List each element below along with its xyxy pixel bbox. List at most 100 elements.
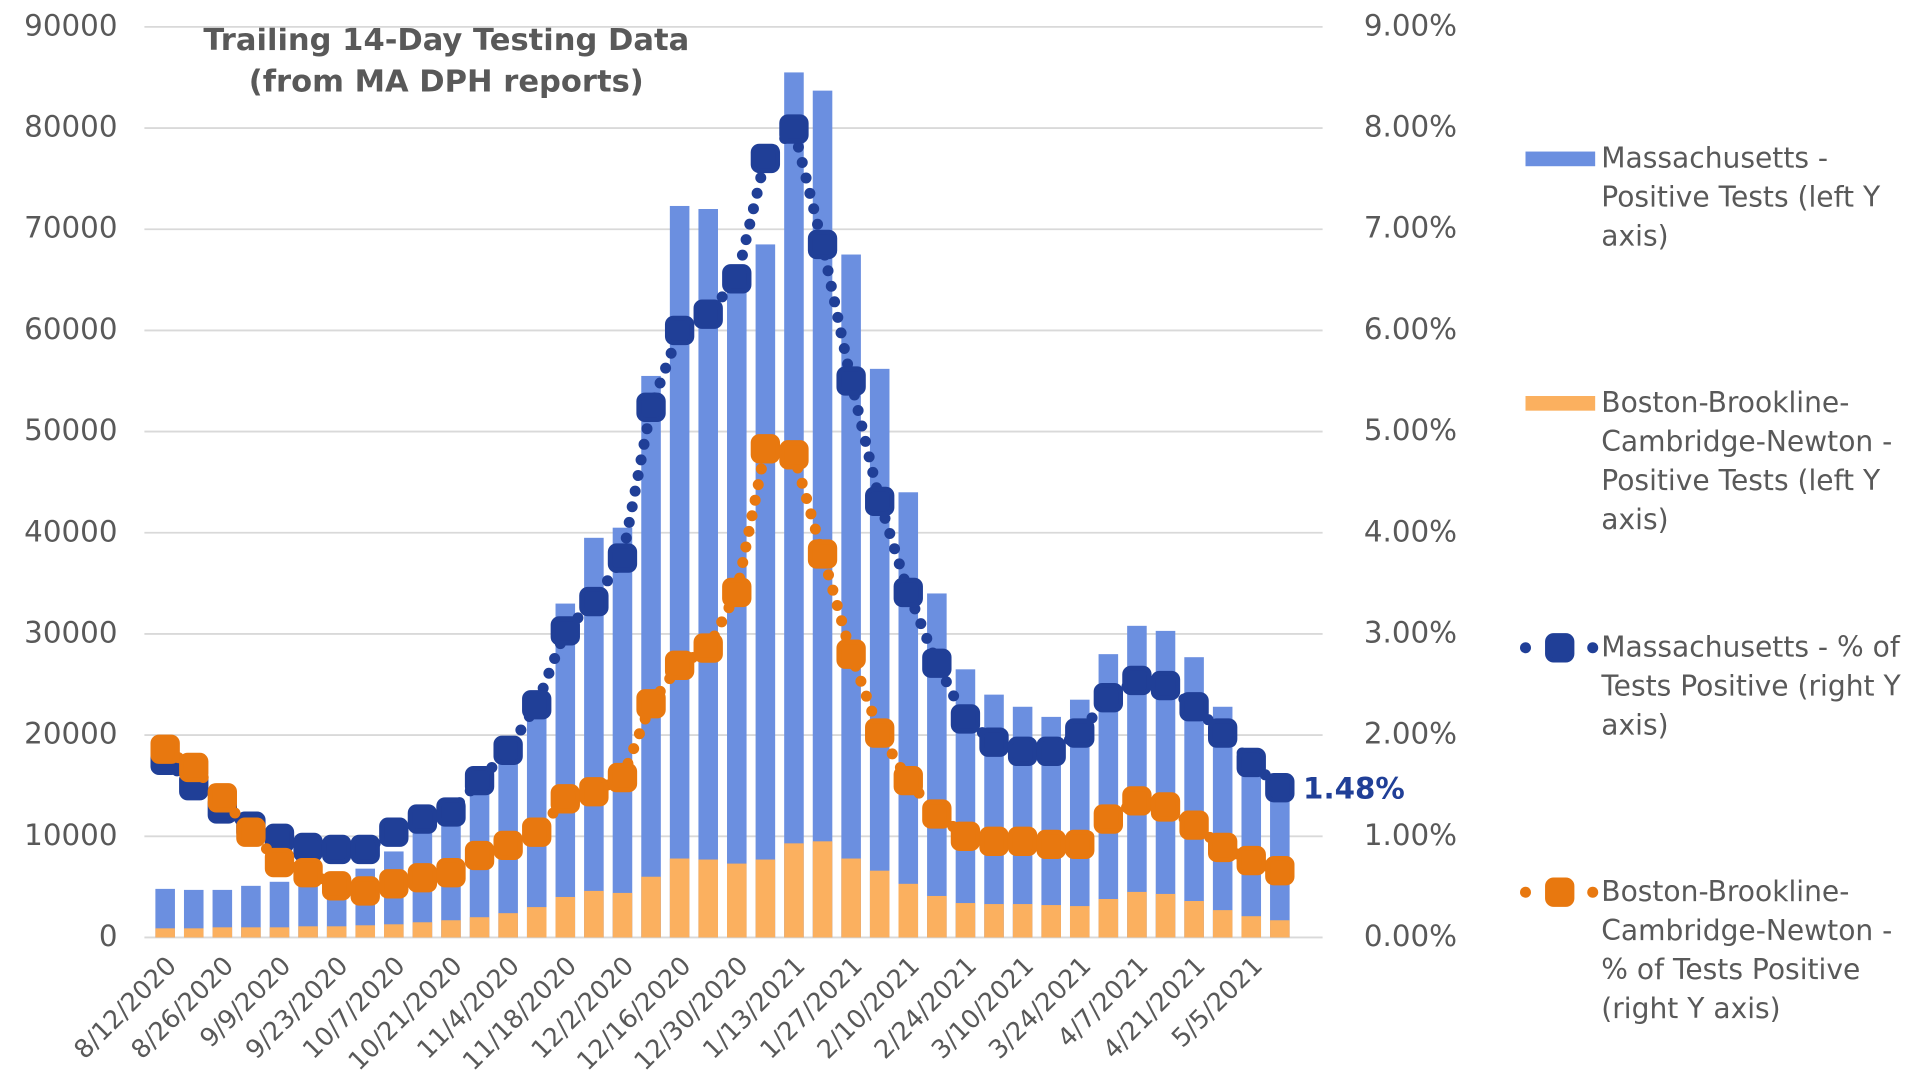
marker xyxy=(779,114,809,144)
bar xyxy=(841,858,861,938)
legend-label: Boston-Brookline-Cambridge-Newton - Posi… xyxy=(1601,387,1893,537)
marker xyxy=(865,718,895,748)
marker xyxy=(1179,692,1209,722)
bar xyxy=(984,904,1004,938)
marker xyxy=(1065,718,1095,748)
bar xyxy=(669,205,690,938)
y-tick-label: 40000 xyxy=(24,514,117,548)
bar xyxy=(526,907,547,938)
marker xyxy=(836,366,866,396)
bar xyxy=(412,922,433,938)
marker xyxy=(293,832,323,863)
bar xyxy=(612,892,633,938)
y2-tick-label: 2.00% xyxy=(1364,717,1457,751)
bar xyxy=(1155,893,1176,938)
y2-tick-label: 1.00% xyxy=(1364,818,1457,852)
marker xyxy=(979,727,1009,757)
bar xyxy=(784,843,804,938)
bar xyxy=(269,927,290,938)
marker xyxy=(436,797,466,827)
bar xyxy=(183,889,204,938)
marker xyxy=(550,616,580,646)
chart-title: Trailing 14-Day Testing Data (from MA DP… xyxy=(203,22,690,99)
marker xyxy=(407,804,438,834)
y2-tick-label: 7.00% xyxy=(1364,211,1457,245)
marker xyxy=(264,847,295,878)
marker xyxy=(1036,736,1066,766)
marker xyxy=(636,689,666,719)
marker xyxy=(865,486,895,517)
marker xyxy=(1065,829,1095,860)
marker xyxy=(464,765,495,796)
legend-label: Massachusetts - Positive Tests (left Y a… xyxy=(1601,143,1881,253)
marker xyxy=(722,264,752,294)
y2-tick-label: 0.00% xyxy=(1364,919,1457,953)
bar xyxy=(812,90,833,938)
bar xyxy=(641,375,661,938)
title-box: Trailing 14-Day Testing Data (from MA DP… xyxy=(203,22,690,99)
bar xyxy=(526,694,547,938)
y-tick-label: 90000 xyxy=(24,8,117,42)
bar xyxy=(755,244,776,938)
bar xyxy=(1069,699,1090,938)
legend-dot xyxy=(1520,642,1531,654)
bar xyxy=(955,903,976,938)
marker xyxy=(750,143,781,174)
marker xyxy=(207,783,237,813)
legend-swatch xyxy=(1525,151,1596,167)
marker xyxy=(293,858,323,888)
bar xyxy=(298,878,318,938)
marker xyxy=(893,577,923,608)
bar xyxy=(869,870,890,938)
marker xyxy=(807,229,838,260)
bar xyxy=(555,603,576,938)
marker xyxy=(779,440,809,470)
legend-swatch xyxy=(1525,396,1596,411)
bar xyxy=(841,254,861,938)
marker xyxy=(1093,682,1124,713)
bar xyxy=(155,888,175,938)
legend-dot xyxy=(1587,642,1599,654)
marker xyxy=(350,876,380,906)
legend-dot xyxy=(1587,886,1599,898)
legend-box: Boston-Brookline-Cambridge-Newton - % of… xyxy=(1601,876,1892,1025)
marker xyxy=(1265,773,1295,803)
y-tick-label: 20000 xyxy=(24,717,117,751)
marker xyxy=(522,690,552,720)
bar xyxy=(727,284,747,938)
bar xyxy=(155,928,175,938)
marker xyxy=(321,871,352,901)
marker xyxy=(693,299,723,329)
bar xyxy=(241,885,261,938)
y-tick-label: 30000 xyxy=(24,615,117,649)
bar xyxy=(1184,657,1204,938)
marker xyxy=(1265,856,1295,886)
y-tick-label: 70000 xyxy=(24,211,117,245)
bar xyxy=(1041,716,1061,938)
marker xyxy=(522,817,552,847)
y-tick-label: 10000 xyxy=(24,818,117,852)
bar xyxy=(1212,910,1233,938)
marker xyxy=(179,752,209,783)
marker xyxy=(607,543,638,573)
marker xyxy=(379,869,409,899)
y2-tick-label: 6.00% xyxy=(1364,312,1457,346)
marker xyxy=(436,858,466,888)
bar xyxy=(1241,916,1262,938)
bar xyxy=(326,926,347,938)
marker xyxy=(664,650,695,680)
bar xyxy=(1127,891,1147,938)
bar xyxy=(755,859,776,938)
legend-box: Boston-Brookline-Cambridge-Newton - Posi… xyxy=(1601,387,1893,537)
bar xyxy=(384,924,404,938)
marker xyxy=(579,586,609,617)
marker xyxy=(350,834,380,865)
marker xyxy=(493,830,523,861)
bar xyxy=(641,876,661,938)
bar xyxy=(269,881,290,938)
bar xyxy=(555,896,576,938)
marker xyxy=(607,762,638,793)
bar xyxy=(1098,654,1119,938)
marker xyxy=(950,704,981,734)
marker xyxy=(493,735,523,765)
